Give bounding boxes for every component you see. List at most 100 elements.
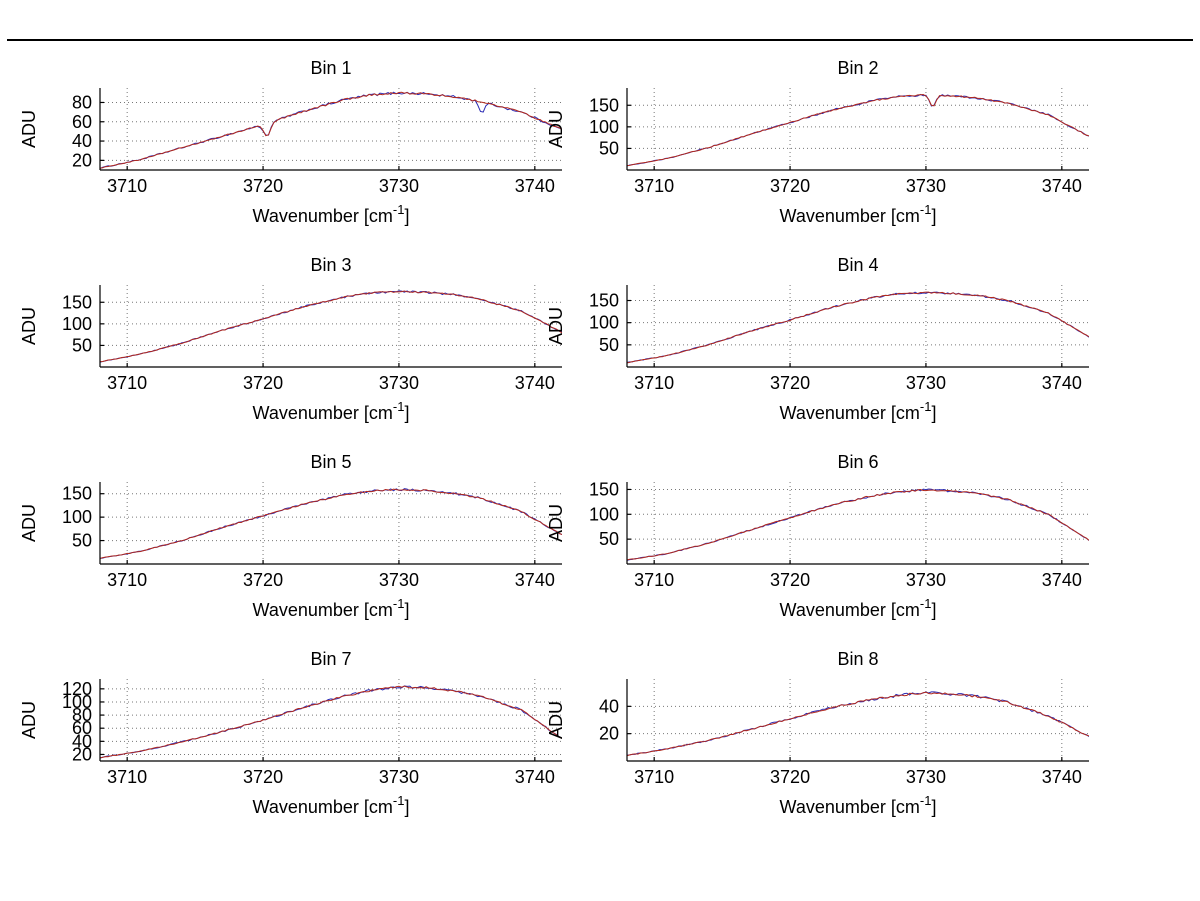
x-tick-label: 3740 [1042,570,1082,590]
x-tick-label: 3710 [107,570,147,590]
y-tick-label: 50 [72,335,92,355]
y-tick-label: 100 [62,692,92,712]
x-axis-label: Wavenumber [cm-1] [780,793,937,817]
y-tick-label: 100 [62,314,92,334]
y-tick-label: 50 [599,138,619,158]
y-axis-label: ADU [19,701,39,739]
y-tick-label: 100 [589,117,619,137]
x-tick-label: 3720 [770,767,810,787]
x-axis-label: Wavenumber [cm-1] [253,793,410,817]
line-spectrum-fit [627,291,1089,364]
figure-top-border [7,39,1193,41]
y-tick-label: 150 [62,484,92,504]
x-tick-label: 3730 [379,767,419,787]
x-tick-label: 3730 [906,373,946,393]
x-tick-label: 3720 [243,570,283,590]
subplot-bin-5: 3710 3720 3730 3740 50 100 150 Bin 5 ADU Wavenumb… [19,452,562,620]
y-tick-label: 80 [72,92,92,112]
x-tick-label: 3720 [243,767,283,787]
subplot-title: Bin 2 [837,58,878,78]
x-tick-label: 3730 [906,570,946,590]
y-tick-label: 100 [589,504,619,524]
subplot-title: Bin 5 [310,452,351,472]
x-tick-label: 3730 [379,570,419,590]
x-tick-label: 3730 [906,767,946,787]
x-axis-label: Wavenumber [cm-1] [780,202,937,226]
line-spectrum-fit [627,489,1089,561]
x-tick-label: 3720 [243,176,283,196]
y-tick-label: 120 [62,679,92,699]
x-tick-label: 3740 [515,176,555,196]
y-tick-label: 50 [599,335,619,355]
x-tick-label: 3730 [379,176,419,196]
y-tick-label: 80 [72,705,92,725]
line-spectrum-measured [100,488,562,559]
x-tick-label: 3720 [770,176,810,196]
line-spectrum-fit [100,685,562,759]
subplot-title: Bin 1 [310,58,351,78]
subplot-title: Bin 7 [310,649,351,669]
line-spectrum-fit [100,488,562,559]
y-tick-label: 50 [72,531,92,551]
y-axis-label: ADU [546,504,566,542]
y-tick-label: 40 [72,731,92,751]
x-tick-label: 3710 [107,767,147,787]
x-tick-label: 3710 [634,767,674,787]
x-tick-label: 3740 [1042,767,1082,787]
line-spectrum-measured [100,91,562,169]
y-tick-label: 100 [62,507,92,527]
y-tick-label: 150 [589,291,619,311]
line-spectrum-fit [627,691,1089,757]
subplot-title: Bin 3 [310,255,351,275]
x-tick-label: 3730 [906,176,946,196]
line-spectrum-fit [100,290,562,363]
line-spectrum-measured [100,685,562,759]
line-spectrum-fit [627,94,1089,166]
subplot-bin-6: 3710 3720 3730 3740 50 100 150 Bin 6 ADU Wavenumb… [546,452,1089,620]
y-tick-label: 150 [62,292,92,312]
x-axis-label: Wavenumber [cm-1] [253,202,410,226]
y-tick-label: 100 [589,313,619,333]
x-axis-label: Wavenumber [cm-1] [253,596,410,620]
x-tick-label: 3730 [379,373,419,393]
x-tick-label: 3740 [1042,373,1082,393]
x-tick-label: 3710 [107,176,147,196]
line-spectrum-measured [100,290,562,363]
line-spectrum-measured [627,488,1089,561]
y-tick-label: 20 [599,724,619,744]
x-tick-label: 3710 [634,373,674,393]
line-spectrum-fit [100,91,562,169]
y-tick-label: 60 [72,112,92,132]
x-tick-label: 3710 [634,570,674,590]
x-tick-label: 3720 [770,570,810,590]
x-tick-label: 3710 [634,176,674,196]
x-tick-label: 3740 [1042,176,1082,196]
x-tick-label: 3720 [243,373,283,393]
x-axis-label: Wavenumber [cm-1] [780,399,937,423]
y-tick-label: 150 [589,479,619,499]
y-tick-label: 20 [72,150,92,170]
line-spectrum-measured [627,291,1089,363]
x-axis-label: Wavenumber [cm-1] [780,596,937,620]
y-axis-label: ADU [19,110,39,148]
subplot-bin-8: 3710 3720 3730 3740 20 40 Bin 8 ADU Wavenumber [… [546,649,1089,817]
y-axis-label: ADU [546,110,566,148]
subplot-title: Bin 6 [837,452,878,472]
subplot-title: Bin 8 [837,649,878,669]
y-axis-label: ADU [546,307,566,345]
x-axis-label: Wavenumber [cm-1] [253,399,410,423]
y-tick-label: 50 [599,529,619,549]
y-axis-label: ADU [19,307,39,345]
x-tick-label: 3740 [515,570,555,590]
x-tick-label: 3710 [107,373,147,393]
y-tick-label: 20 [72,744,92,764]
y-axis-label: ADU [546,701,566,739]
x-tick-label: 3740 [515,767,555,787]
y-axis-label: ADU [19,504,39,542]
